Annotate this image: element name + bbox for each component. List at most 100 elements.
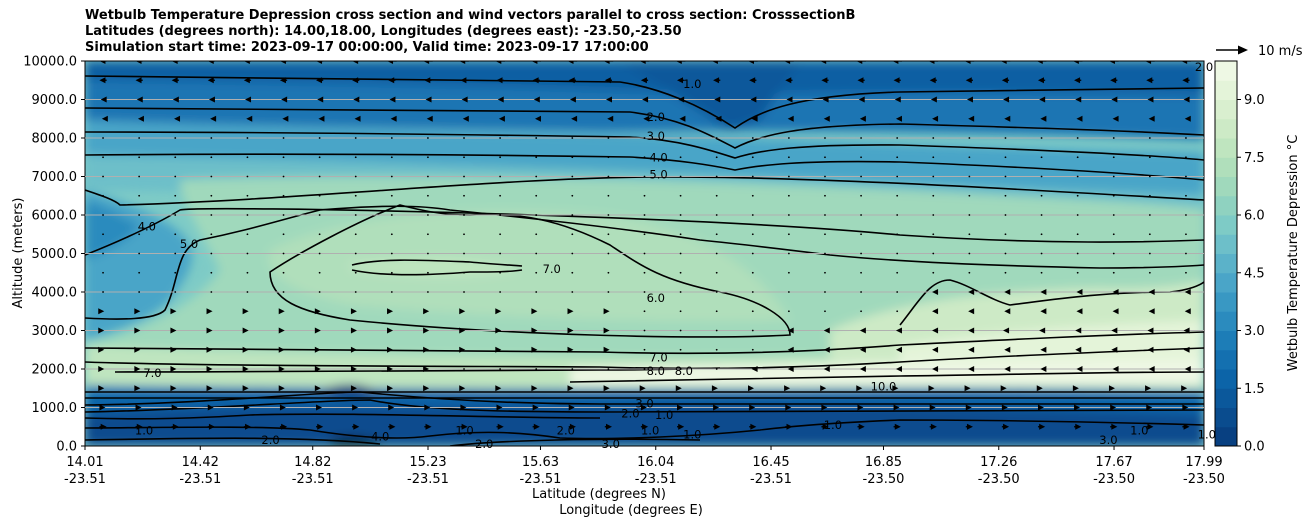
x-axis-label-1: Latitude (degrees N) bbox=[532, 487, 666, 502]
wind-vector bbox=[822, 96, 829, 103]
wind-vector bbox=[1076, 214, 1079, 216]
wind-vector bbox=[968, 289, 975, 295]
wind-vector bbox=[459, 346, 466, 353]
wind-vector bbox=[968, 156, 971, 159]
x-tick-label-lat: 16.04 bbox=[637, 455, 674, 470]
wind-vector bbox=[314, 385, 321, 392]
wind-vector bbox=[1076, 233, 1079, 236]
wind-vector bbox=[1004, 115, 1011, 122]
wind-vector bbox=[354, 271, 357, 274]
wind-vector bbox=[678, 96, 685, 103]
wind-vector bbox=[823, 346, 830, 353]
wind-vector bbox=[607, 271, 610, 274]
wind-vector bbox=[860, 175, 862, 178]
wind-vector bbox=[1185, 175, 1187, 178]
wind-vector bbox=[571, 115, 578, 122]
wind-vector bbox=[711, 385, 718, 392]
wind-vector bbox=[282, 252, 285, 255]
colorbar-swatch bbox=[1215, 330, 1237, 351]
wind-vector bbox=[208, 96, 215, 103]
wind-vector bbox=[138, 156, 141, 159]
wind-vector bbox=[715, 252, 718, 255]
wind-vector bbox=[603, 61, 614, 64]
wind-vector bbox=[1040, 175, 1043, 178]
wind-vector bbox=[824, 233, 826, 236]
wind-vector bbox=[206, 327, 213, 334]
wind-vector bbox=[1076, 271, 1079, 274]
wind-vector bbox=[604, 77, 613, 84]
wind-vector bbox=[715, 194, 718, 197]
wind-vector bbox=[1001, 77, 1010, 84]
wind-vector bbox=[102, 137, 104, 139]
wind-vector bbox=[784, 385, 791, 392]
wind-vector bbox=[643, 233, 646, 236]
wind-vector bbox=[390, 214, 393, 216]
colorbar-swatch bbox=[1215, 234, 1237, 254]
wind-vector bbox=[1004, 289, 1011, 295]
wind-vector bbox=[318, 252, 321, 255]
wind-vector bbox=[535, 137, 538, 139]
wind-vector bbox=[896, 271, 899, 274]
wind-vector bbox=[713, 77, 721, 84]
wind-vector bbox=[1112, 137, 1115, 139]
wind-vector bbox=[968, 271, 971, 274]
contour-18 bbox=[85, 399, 1204, 414]
wind-vector bbox=[679, 156, 682, 159]
x-tick-label-lon: -23.50 bbox=[863, 472, 905, 487]
wind-vector bbox=[1076, 308, 1083, 315]
wind-vector bbox=[932, 289, 939, 295]
x-tick-label-lat: 17.67 bbox=[1095, 455, 1132, 470]
wind-vector bbox=[207, 61, 215, 64]
wind-vector bbox=[1074, 404, 1081, 411]
contour-label: 3.0 bbox=[602, 437, 620, 451]
wind-vector bbox=[390, 194, 393, 197]
wind-vector bbox=[860, 137, 862, 139]
wind-vector bbox=[715, 175, 718, 178]
wind-vector bbox=[1185, 271, 1187, 274]
wind-vector bbox=[1040, 271, 1043, 274]
colorbar-tick-label: 4.5 bbox=[1244, 266, 1265, 281]
wind-vector bbox=[1040, 308, 1047, 315]
wind-vector bbox=[102, 175, 104, 178]
wind-vector bbox=[1000, 61, 1011, 64]
wind-reference-key: 10 m/s bbox=[1216, 44, 1303, 59]
wind-vector bbox=[278, 346, 285, 353]
wind-vector bbox=[318, 175, 321, 178]
wind-vector bbox=[317, 96, 324, 103]
wind-vector bbox=[643, 194, 646, 197]
wind-vector bbox=[787, 366, 794, 372]
wind-vector bbox=[318, 156, 321, 159]
colorbar-swatch bbox=[1215, 311, 1237, 331]
wind-vector bbox=[1004, 156, 1007, 159]
wind-vector bbox=[787, 310, 790, 313]
colorbar-swatch bbox=[1215, 138, 1237, 158]
wind-vector bbox=[932, 366, 939, 372]
wind-vector bbox=[821, 423, 829, 430]
wind-vector bbox=[135, 77, 143, 84]
wind-vector bbox=[171, 77, 179, 84]
contour-10 bbox=[899, 279, 1204, 326]
wind-vector bbox=[751, 233, 754, 236]
wind-vector bbox=[785, 404, 792, 411]
wind-vector bbox=[928, 61, 939, 64]
wind-vector bbox=[1185, 137, 1187, 139]
wind-vector bbox=[427, 271, 429, 274]
wind-vector bbox=[571, 271, 574, 274]
wind-vector bbox=[857, 77, 865, 84]
wind-vector bbox=[1184, 366, 1191, 372]
wind-vector bbox=[206, 346, 213, 353]
wind-vector bbox=[571, 368, 574, 370]
y-tick-label: 9000.0 bbox=[32, 93, 78, 108]
wind-vector bbox=[531, 327, 538, 334]
wind-vector bbox=[932, 137, 935, 139]
x-tick-label-lon: -23.51 bbox=[750, 472, 792, 487]
wind-vector bbox=[170, 308, 177, 315]
wind-vector bbox=[1110, 404, 1117, 411]
wind-vector bbox=[679, 291, 682, 293]
wind-vector bbox=[1004, 233, 1007, 236]
contour-15 bbox=[85, 390, 1204, 394]
wind-vector bbox=[787, 271, 790, 274]
wind-vector bbox=[824, 175, 826, 178]
wind-vector bbox=[499, 175, 502, 178]
wind-vector bbox=[207, 423, 215, 430]
